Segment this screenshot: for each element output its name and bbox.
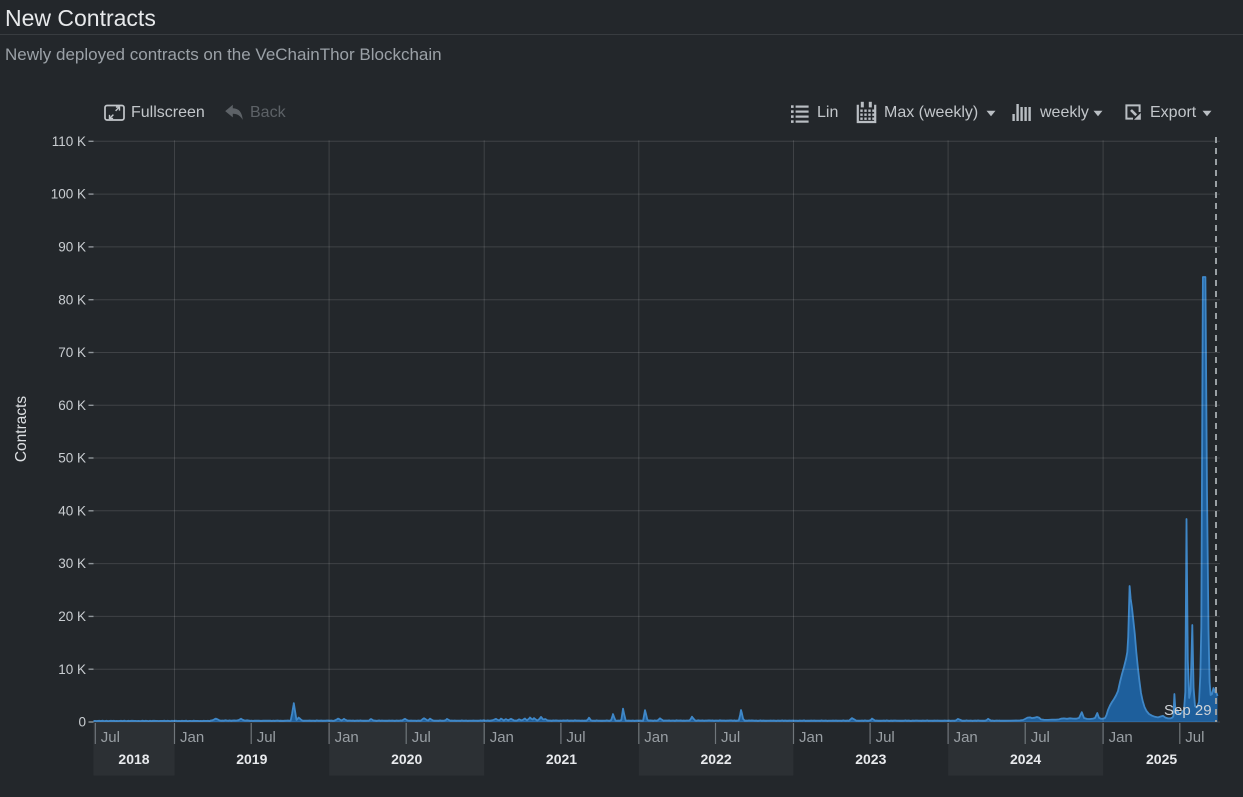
- svg-text:40 K: 40 K: [58, 503, 86, 518]
- svg-text:Jan: Jan: [799, 729, 823, 746]
- svg-text:Jul: Jul: [257, 729, 276, 746]
- svg-text:50 K: 50 K: [58, 451, 86, 466]
- svg-text:2020: 2020: [391, 751, 422, 767]
- svg-text:Jul: Jul: [1185, 729, 1204, 746]
- svg-text:70 K: 70 K: [58, 345, 86, 360]
- svg-text:Jan: Jan: [335, 729, 359, 746]
- svg-text:110 K: 110 K: [52, 134, 86, 149]
- svg-text:10 K: 10 K: [58, 662, 86, 677]
- svg-text:Jul: Jul: [876, 729, 895, 746]
- svg-text:90 K: 90 K: [58, 240, 86, 255]
- svg-text:Jul: Jul: [566, 729, 585, 746]
- svg-text:Jan: Jan: [490, 729, 514, 746]
- svg-text:Jan: Jan: [1109, 729, 1133, 746]
- svg-text:2024: 2024: [1010, 751, 1041, 767]
- svg-text:2023: 2023: [855, 751, 886, 767]
- svg-text:2022: 2022: [701, 751, 732, 767]
- svg-text:Jan: Jan: [644, 729, 668, 746]
- svg-text:Jul: Jul: [412, 729, 431, 746]
- svg-text:2018: 2018: [118, 751, 149, 767]
- svg-text:2019: 2019: [236, 751, 267, 767]
- svg-text:2025: 2025: [1146, 751, 1177, 767]
- svg-text:80 K: 80 K: [58, 292, 86, 307]
- svg-text:100 K: 100 K: [51, 187, 86, 202]
- svg-text:Jul: Jul: [1031, 729, 1050, 746]
- svg-text:Jul: Jul: [101, 729, 120, 746]
- svg-text:Jul: Jul: [721, 729, 740, 746]
- svg-text:60 K: 60 K: [58, 398, 86, 413]
- svg-text:Contracts: Contracts: [13, 396, 30, 463]
- svg-text:Jan: Jan: [180, 729, 204, 746]
- svg-text:0: 0: [78, 715, 86, 730]
- svg-text:20 K: 20 K: [58, 609, 86, 624]
- svg-text:Jan: Jan: [954, 729, 978, 746]
- svg-text:30 K: 30 K: [58, 556, 86, 571]
- svg-text:Sep 29: Sep 29: [1164, 702, 1212, 719]
- svg-text:2021: 2021: [546, 751, 577, 767]
